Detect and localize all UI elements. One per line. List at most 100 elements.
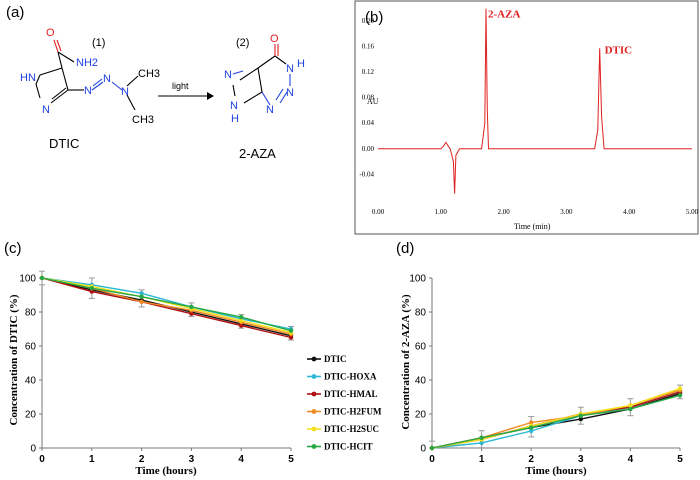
chart-d-ytick: 60 [415,342,427,353]
chart-c-xtick: 5 [288,454,294,465]
legend-item: DTIC-H2FUM [307,407,382,417]
chart-d-data-point [628,403,633,408]
chart-c-data-point [239,318,244,323]
chart-d-ytick: 20 [415,410,427,421]
hplc-chromatogram: (b) AU Time (min) -0.04 0.00 0.04 0.08 0.12 0… [354,0,699,235]
chart-c-xlabel: Time (hours) [135,465,197,477]
atom-methyl2: CH3 [132,114,154,126]
legend-item: DTIC [307,354,347,364]
legend-swatch-marker [311,444,317,449]
panel-label-b: (b) [365,9,383,26]
bond [126,94,136,111]
reaction-scheme: (a) (1) (2) O NH2 HN N N N N CH3 [6,4,305,161]
chart-c-series-line [41,277,292,334]
bond [257,55,276,69]
chart-d-data-point [529,425,534,430]
bond [61,67,69,91]
chart-d-data-point [479,435,484,440]
bond [275,88,284,101]
chart-b-xtick: 4.00 [623,208,636,216]
peak-label-dtic: DTIC [605,44,633,56]
chart-d-data-point [677,386,683,391]
atom-oxygen-2: O [270,33,279,45]
panel-label-d: (d) [396,240,414,257]
bond [57,51,63,69]
bond [111,81,123,91]
peak-label-2aza: 2-AZA [488,9,520,21]
chart-b-ytick: -0.04 [359,170,374,178]
chart-d-ytick: 40 [415,376,427,387]
bond [239,67,259,81]
aza-structure [232,44,291,106]
chart-c-xtick: 3 [189,454,195,465]
panel-label-a: (a) [6,4,24,21]
chart-b-ytick: 0.12 [362,68,375,76]
bond [92,78,103,87]
arrow-label: light [172,81,189,91]
chart-c-ytick: 0 [30,444,36,455]
chart-d-xtick: 0 [429,454,435,465]
bond [126,75,139,87]
bond [279,91,288,104]
chart-d-xtick: 3 [578,454,584,465]
bond [50,89,69,104]
chart-c-xtick: 4 [238,454,244,465]
chart-c-data-point [288,328,294,333]
chart-c-series-line [41,277,292,330]
bond [35,74,41,85]
chart-d-xtick: 4 [628,454,634,465]
chart-c-data-point [189,304,194,310]
legend-swatch-marker [311,374,317,379]
bond [243,91,263,104]
atom-methyl1: CH3 [138,68,160,80]
chart-d-data-point [578,416,583,422]
legend-swatch-marker [311,391,317,397]
bond [56,39,62,52]
bond [51,87,67,100]
atom-n-azo3: N [121,86,129,98]
dtic-structure [35,39,139,111]
bond [57,51,75,63]
legend-label: DTIC-HMAL [324,389,378,399]
chart-d-series-line [431,394,681,449]
compound2-number: (2) [236,37,249,49]
atom-n-2d: N [266,104,274,116]
chart-b-xtick: 2.00 [497,208,510,216]
chart-c-ylabel: Concentration of DTIC (%) [8,294,20,425]
legend-label: DTIC-H2FUM [324,407,382,417]
chart-c-data-point [239,323,244,328]
aza-formation-chart: (d) Concentration of 2-AZA (%) Time (hou… [396,240,683,477]
atom-nh2: NH2 [76,57,98,69]
atom-n-2c: N [286,87,294,99]
chart-c-data-point [239,314,244,320]
chart-d-xtick: 1 [479,454,485,465]
chart-d-xtick: 5 [677,454,683,465]
reaction-arrow-head [207,92,214,100]
chart-c-ytick: 80 [25,308,37,319]
chart-d-data-point [529,428,534,434]
chart-c-data-point [89,286,95,291]
chart-d-data-point [628,406,633,412]
chart-c-series-line [41,277,292,339]
bond [39,67,63,76]
atom-n-2b: N [286,63,294,75]
chart-b-ytick: 0.00 [362,145,375,153]
bond [53,39,59,53]
legend-swatch-marker [311,426,317,432]
legend-item: DTIC-HMAL [307,389,378,399]
compound1-name: DTIC [49,136,79,151]
legend-label: DTIC-H2SUC [324,424,379,434]
atom-h-2b: H [297,58,305,70]
atom-n-azo1: N [84,85,92,97]
bond [232,84,236,97]
chart-b-ytick: 0.20 [362,17,375,25]
chart-c-data-point [39,275,45,281]
chart-c-series-line [41,277,292,337]
chromatogram-trace [378,8,692,194]
bond [35,83,41,99]
chart-c-data-point [288,335,294,340]
chart-c-xtick: 2 [139,454,145,465]
legend-label: DTIC [324,354,347,364]
bond [261,91,271,106]
